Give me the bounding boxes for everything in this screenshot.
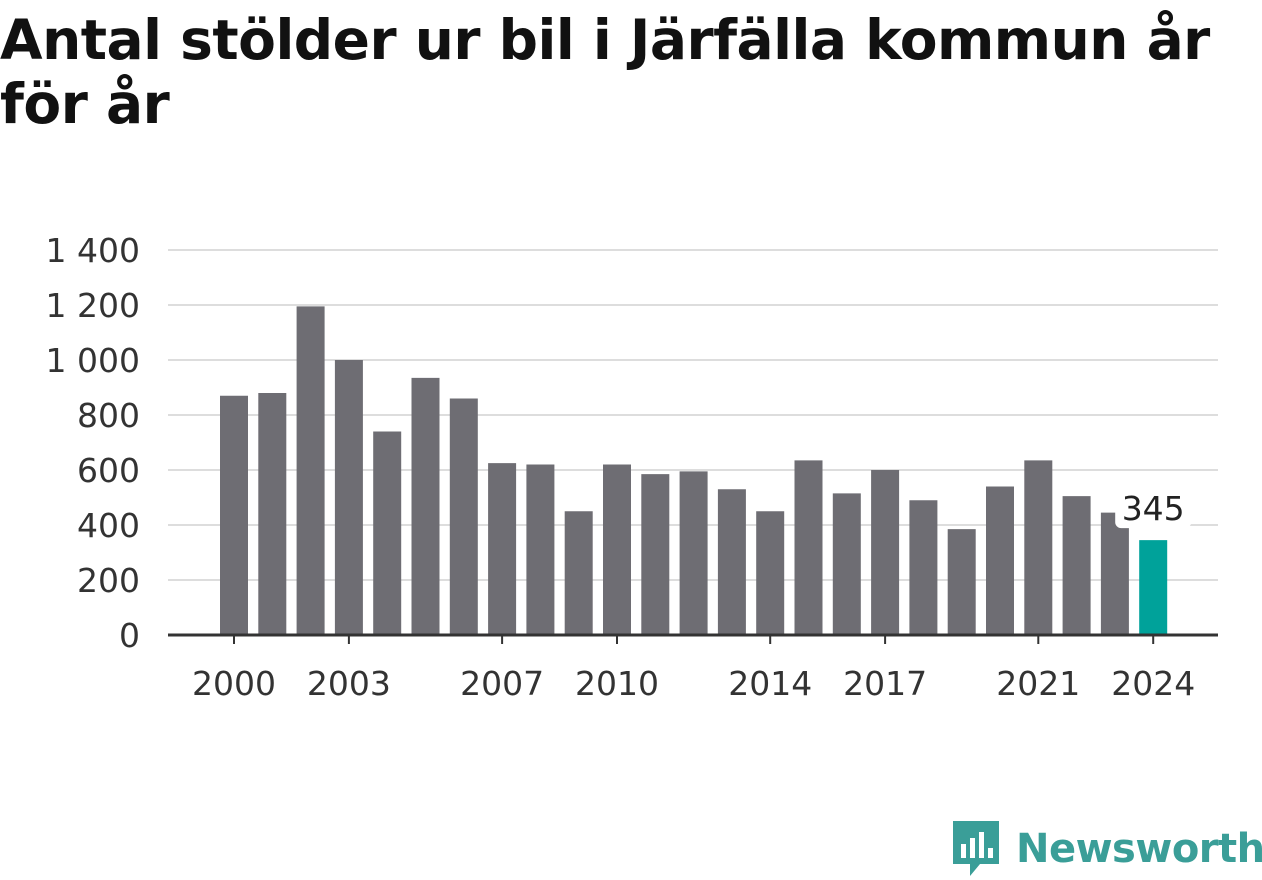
x-tick-label: 2017 [843,664,927,703]
data-labels: 345 [1115,488,1192,529]
bar-2019 [947,529,976,635]
brand-name: Newsworthy [1016,826,1262,872]
bar-2005 [411,377,440,635]
bar-2013 [717,489,746,635]
y-tick-label: 1 200 [46,286,140,325]
bar-2010 [603,464,631,635]
x-tick-label: 2003 [307,664,391,703]
bar-2009 [564,511,593,635]
x-axis: 2000 2003 2007 2010 2014 2017 2021 2024 [168,633,1218,703]
x-tick-label: 2024 [1111,664,1195,703]
newsworthy-logo-icon [953,821,999,876]
bar-2011 [641,474,670,635]
bar-2014 [756,511,785,635]
bar-2006 [449,398,478,635]
bar-2021 [1024,460,1053,635]
bar-2017 [871,470,900,635]
y-tick-label: 800 [77,396,140,435]
y-tick-label: 200 [77,561,140,600]
bar-2000 [220,395,248,635]
x-tick-label: 2000 [192,664,276,703]
x-tick-label: 2021 [996,664,1080,703]
y-tick-label: 400 [77,506,140,545]
x-tick-label: 2007 [460,664,544,703]
y-tick-label: 600 [77,451,140,490]
bars [220,306,1168,635]
bar-2002 [296,306,325,635]
bar-2007 [488,463,517,635]
x-tick-label: 2010 [575,664,659,703]
bar-2022 [1062,496,1091,635]
bar-2015 [794,460,823,635]
bar-2008 [526,464,555,635]
y-tick-label: 0 [119,616,140,655]
bar-2001 [258,393,287,635]
bar-2020 [986,486,1014,635]
bar-2018 [909,500,938,635]
bar-2004 [373,431,402,635]
y-axis-ticks: 0 200 400 600 800 1 000 1 200 1 400 [46,231,140,655]
bar-2012 [679,471,708,635]
bar-2016 [832,493,861,635]
y-tick-label: 1 000 [46,341,140,380]
chart-title: Antal stölder ur bil i Järfälla kommun å… [0,8,1210,136]
bar-2003 [334,360,363,635]
bar-2023 [1100,512,1129,635]
y-tick-label: 1 400 [46,231,140,270]
bar-2024 [1139,540,1168,635]
x-tick-label: 2014 [728,664,812,703]
data-label-2024: 345 [1122,489,1185,528]
newsworthy-brand: Newsworthy [950,818,1262,880]
data-label-background [1115,488,1192,529]
